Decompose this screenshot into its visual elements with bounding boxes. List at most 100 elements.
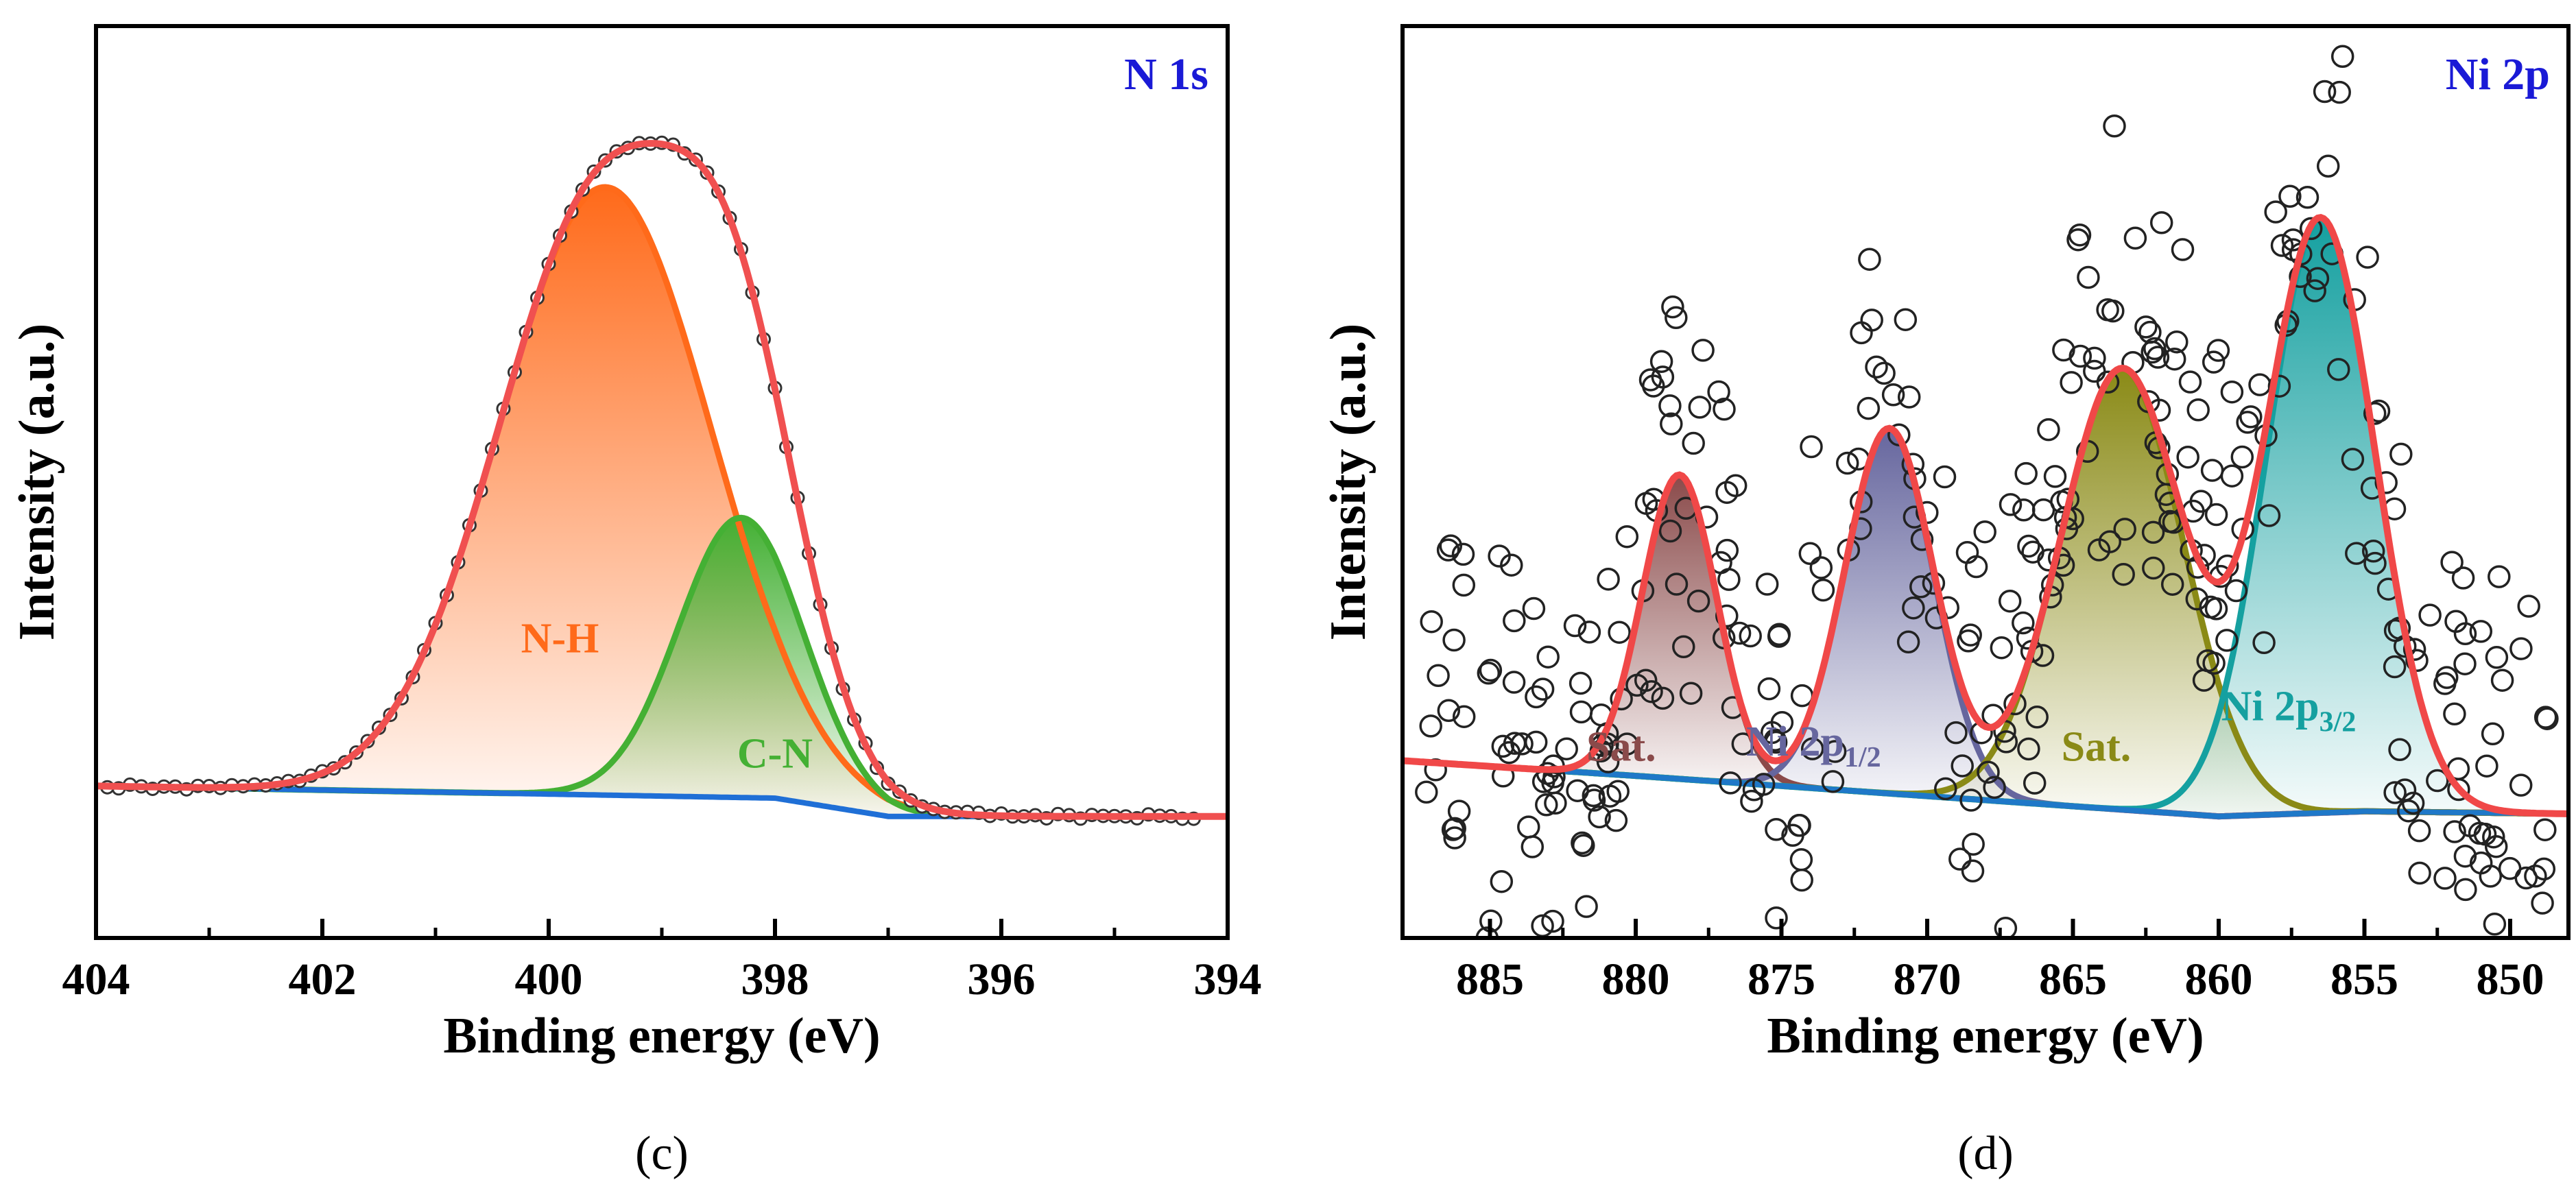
d-data-point — [1615, 525, 1639, 549]
d-data-point — [1536, 645, 1560, 669]
d-data-point — [2454, 878, 2477, 902]
d-data-point — [1452, 573, 1476, 597]
d-data-point — [1881, 383, 1905, 407]
d-x-axis: 885 880 875 870 865 860 855 850 — [1456, 919, 2544, 1004]
d-data-point — [2374, 471, 2398, 494]
d-data-point — [1452, 705, 1476, 728]
d-data-point — [1604, 808, 1628, 832]
d-data-point — [1990, 636, 2014, 660]
d-data-point — [1765, 906, 1788, 930]
d-data-point — [2531, 891, 2554, 915]
d-data-point — [2202, 350, 2226, 374]
d-data-point — [1535, 793, 1558, 817]
d-data-point — [1672, 635, 1695, 659]
d-data-point — [1625, 673, 1649, 697]
d-data-point — [1598, 784, 1622, 808]
d-peak-label-0: Sat. — [1586, 723, 1656, 770]
d-data-point — [1767, 623, 1791, 646]
d-peak-label-sub-3: 3/2 — [2319, 706, 2357, 738]
d-data-point — [1977, 760, 2000, 784]
d-x-tick-label: 880 — [1602, 954, 1670, 1004]
d-data-point — [2200, 459, 2224, 482]
d-data-point — [2484, 834, 2508, 858]
d-data-point — [1865, 355, 1888, 379]
d-data-point — [1724, 474, 1748, 498]
c-x-tick-label: 400 — [515, 954, 583, 1004]
d-data-point — [2316, 154, 2340, 178]
d-data-point — [1686, 589, 1710, 613]
d-data-point — [2469, 851, 2493, 875]
d-data-point — [1728, 621, 1752, 645]
d-x-tick-label: 855 — [2330, 954, 2398, 1004]
d-data-point — [1443, 817, 1466, 841]
d-data-point — [2389, 442, 2413, 466]
c-x-tick-label: 396 — [968, 954, 1036, 1004]
d-data-point — [2533, 818, 2557, 841]
d-data-point — [1897, 385, 1921, 409]
d-data-point — [1522, 597, 1546, 621]
d-data-point — [1719, 771, 1742, 795]
d-data-point — [2252, 631, 2276, 655]
d-data-point — [1739, 624, 1762, 648]
d-data-point — [2433, 672, 2457, 695]
d-data-point — [2178, 370, 2202, 394]
d-data-point — [2330, 45, 2354, 69]
d-data-point — [1510, 732, 1534, 756]
d-data-point — [2453, 622, 2477, 646]
d-data-point — [1961, 832, 1985, 856]
d-data-point — [2383, 781, 2407, 804]
d-data-point — [1439, 534, 1463, 557]
d-data-point — [1933, 465, 1957, 489]
c-component-fill-1 — [418, 518, 1064, 817]
c-x-axis: 404 402 400 398 396 394 — [62, 919, 1262, 1004]
d-data-point — [1582, 784, 1606, 808]
d-data-point — [2270, 234, 2294, 257]
d-data-point — [2405, 649, 2429, 673]
d-data-point — [2192, 669, 2216, 692]
d-data-point — [2160, 573, 2184, 596]
d-data-point — [2096, 370, 2120, 394]
d-data-point — [2299, 217, 2323, 241]
d-data-point — [2295, 186, 2319, 209]
d-data-point — [2341, 448, 2365, 471]
c-peak-label-1: C-N — [737, 731, 813, 778]
d-data-point — [2248, 373, 2271, 396]
c-x-tick-label: 402 — [289, 954, 357, 1004]
d-data-point — [2012, 611, 2035, 635]
d-data-point — [1420, 610, 1443, 634]
d-data-point — [1998, 589, 2022, 613]
d-data-point — [1658, 519, 1682, 543]
d-data-point — [1957, 629, 1980, 653]
d-data-point — [2536, 707, 2559, 730]
d-data-point — [2123, 226, 2147, 250]
d-data-point — [1415, 780, 1438, 804]
d-data-point — [2490, 1009, 2510, 1029]
d-peak-label-2: Sat. — [2062, 723, 2132, 770]
d-data-point — [1679, 682, 1703, 705]
d-data-point — [2077, 265, 2100, 289]
c-panel-title: N 1s — [1124, 49, 1208, 99]
c-peak-labels: N-H C-N — [521, 615, 813, 777]
d-data-point — [1569, 700, 1593, 724]
d-data-point — [2176, 445, 2199, 469]
d-peak-label-sub-1: 1/2 — [1844, 742, 1881, 773]
d-data-point — [1503, 609, 1526, 633]
d-data-point — [2488, 565, 2511, 588]
d-data-point — [2014, 461, 2038, 485]
d-panel-label: (d) — [1957, 1127, 2014, 1180]
d-data-point — [1894, 308, 1918, 331]
d-data-point — [2383, 655, 2407, 679]
d-data-point — [1419, 714, 1442, 738]
d-data-point — [2103, 115, 2126, 138]
d-data-point — [1658, 394, 1682, 418]
c-x-tick-label: 398 — [741, 954, 809, 1004]
d-data-point — [1715, 604, 1739, 628]
d-data-point — [1983, 775, 2006, 799]
d-data-point — [1665, 573, 1689, 596]
d-data-point — [2313, 80, 2337, 104]
d-data-point — [1823, 740, 1847, 763]
d-data-point — [2186, 398, 2210, 422]
d-data-point — [2021, 540, 2044, 564]
d-data-point — [1479, 658, 1503, 682]
c-y-axis-title: Intensity (a.u.) — [9, 324, 65, 641]
